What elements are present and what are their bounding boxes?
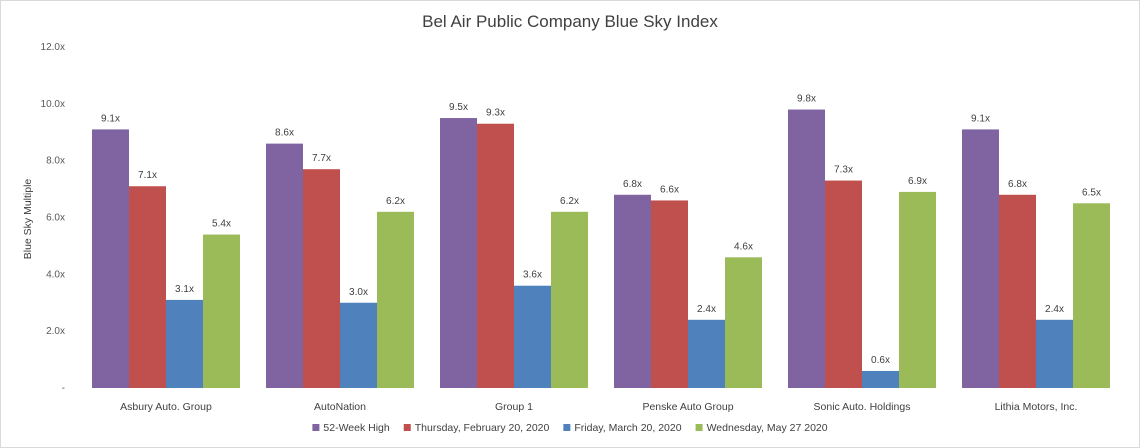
bar (377, 211, 414, 388)
bar (303, 169, 340, 388)
chart-title: Bel Air Public Company Blue Sky Index (422, 12, 718, 31)
bar-series-group: 9.1x 7.1x 3.1x 5.4x 8.6x 7.7x 3.0x 6.2x 9.5x 9.3x… (92, 94, 1110, 389)
bar (899, 191, 936, 388)
y-tick-label: 6.0x (46, 213, 65, 224)
category-label: Lithia Motors, Inc. (995, 401, 1078, 413)
category-label: Group 1 (495, 401, 533, 413)
legend-swatch (312, 424, 320, 431)
y-tick-label: - (62, 383, 65, 394)
data-label: 8.6x (275, 128, 294, 139)
data-label: 7.1x (138, 170, 157, 181)
bar (962, 129, 999, 389)
bar (651, 200, 688, 388)
y-axis-ticks: - 2.0x 4.0x 6.0x 8.0x 10.0x 12.0x (41, 42, 65, 394)
bar (514, 285, 551, 388)
bar (1073, 203, 1110, 388)
bar (1036, 319, 1073, 388)
bar (340, 302, 377, 388)
bar (614, 194, 651, 388)
data-label: 4.6x (734, 241, 753, 252)
legend: 52-Week High Thursday, February 20, 2020 F… (312, 422, 828, 434)
data-label: 5.4x (212, 219, 231, 230)
bar (862, 370, 899, 388)
bar (266, 143, 303, 388)
data-label: 9.8x (797, 94, 816, 105)
legend-label: Thursday, February 20, 2020 (415, 422, 550, 434)
data-label: 2.4x (697, 304, 716, 315)
bar (203, 234, 240, 388)
category-label: Sonic Auto. Holdings (814, 401, 911, 413)
category-label: AutoNation (314, 401, 366, 413)
data-label: 6.2x (386, 196, 405, 207)
data-label: 3.1x (175, 284, 194, 295)
bar (999, 194, 1036, 388)
y-tick-label: 8.0x (46, 156, 65, 167)
legend-swatch (695, 424, 703, 431)
bar (166, 299, 203, 388)
y-axis-label: Blue Sky Multiple (22, 179, 34, 260)
data-label: 9.5x (449, 102, 468, 113)
data-label: 2.4x (1045, 304, 1064, 315)
y-tick-label: 10.0x (41, 99, 65, 110)
data-label: 7.7x (312, 153, 331, 164)
category-label: Penske Auto Group (642, 401, 733, 413)
data-label: 0.6x (871, 355, 890, 366)
x-axis-categories: Asbury Auto. Group AutoNation Group 1 Pensk… (120, 401, 1077, 413)
legend-label: 52-Week High (323, 422, 389, 434)
y-tick-label: 2.0x (46, 326, 65, 337)
data-label: 6.8x (1008, 179, 1027, 190)
legend-label: Friday, March 20, 2020 (574, 422, 681, 434)
data-label: 9.1x (971, 113, 990, 124)
data-label: 6.8x (623, 179, 642, 190)
bar (477, 123, 514, 388)
y-tick-label: 4.0x (46, 269, 65, 280)
bar (725, 257, 762, 388)
data-label: 7.3x (834, 165, 853, 176)
bar (92, 129, 129, 389)
legend-label: Wednesday, May 27 2020 (707, 422, 828, 434)
legend-swatch (563, 424, 571, 431)
data-label: 6.9x (908, 176, 927, 187)
data-label: 6.6x (660, 184, 679, 195)
bar (688, 319, 725, 388)
bar (440, 118, 477, 389)
bar (788, 109, 825, 389)
data-label: 3.6x (523, 270, 542, 281)
bar (825, 180, 862, 388)
category-label: Asbury Auto. Group (120, 401, 212, 413)
data-label: 6.2x (560, 196, 579, 207)
bar (129, 186, 166, 388)
bar (551, 211, 588, 388)
data-label: 9.1x (101, 113, 120, 124)
legend-swatch (403, 424, 411, 431)
y-tick-label: 12.0x (41, 42, 65, 53)
data-label: 3.0x (349, 287, 368, 298)
data-label: 6.5x (1082, 187, 1101, 198)
data-label: 9.3x (486, 108, 505, 119)
